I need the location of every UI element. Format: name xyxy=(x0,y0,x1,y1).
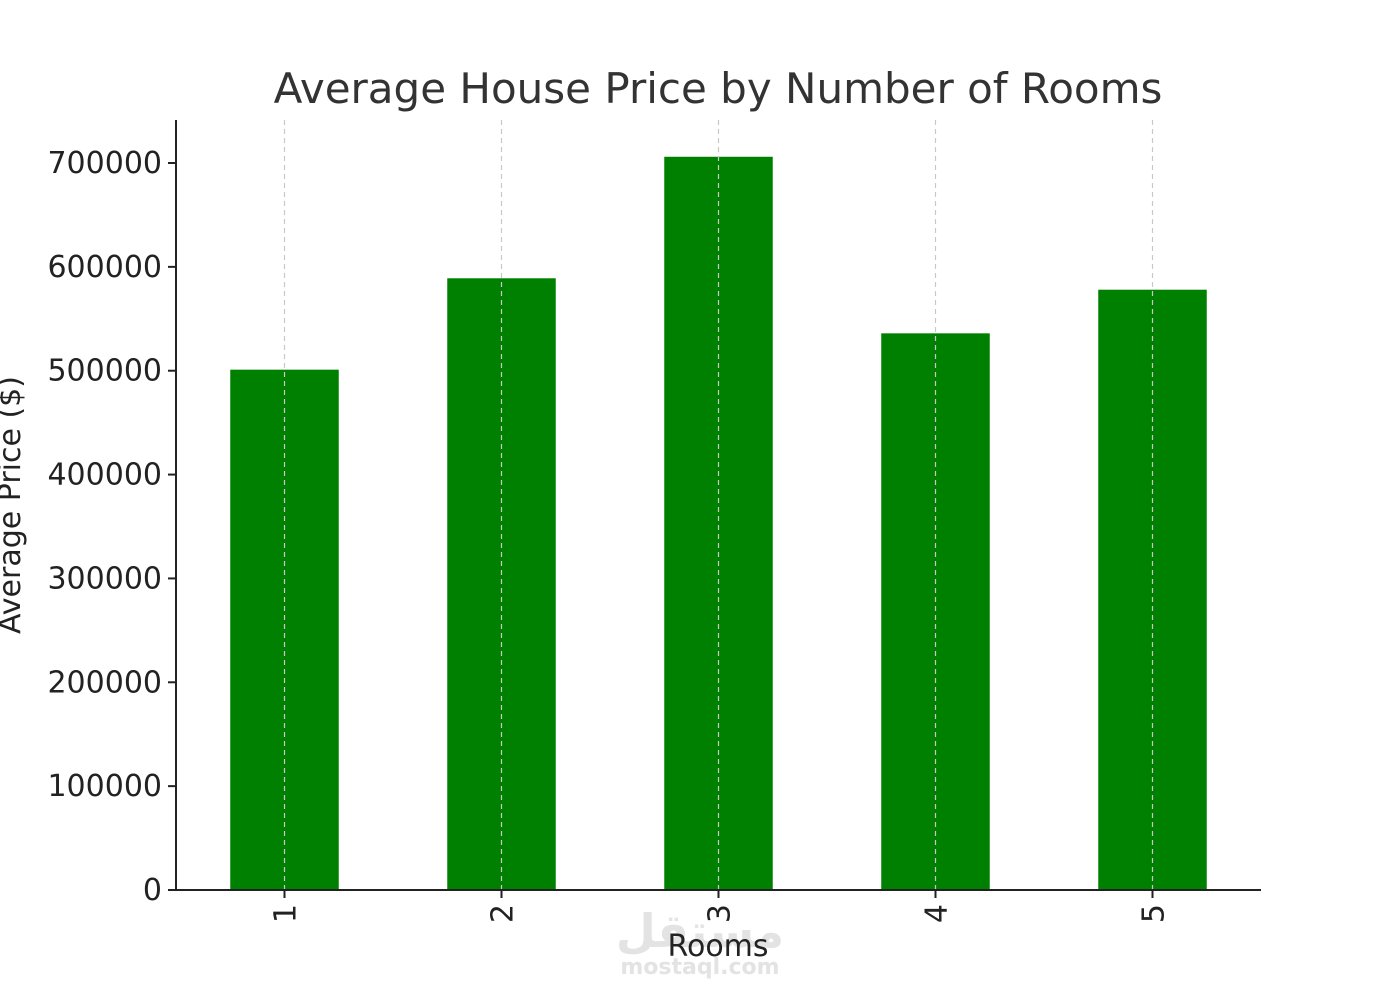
bar-rooms-3 xyxy=(664,156,773,891)
watermark-latin-text: mostaql.com xyxy=(620,955,779,980)
y-tick-label-0: 0 xyxy=(143,873,162,908)
x-tick-label-4: 4 xyxy=(920,904,955,923)
watermark: مستقل mostaql.com xyxy=(616,904,784,980)
y-tick-label-300000: 300000 xyxy=(47,561,162,596)
x-tick-label-3: 3 xyxy=(703,904,738,923)
y-axis-label: Average Price ($) xyxy=(0,376,28,634)
y-tick-label-100000: 100000 xyxy=(47,769,162,804)
x-tick-label-1: 1 xyxy=(269,904,304,923)
y-tick-label-200000: 200000 xyxy=(47,665,162,700)
y-tick-label-400000: 400000 xyxy=(47,458,162,493)
axes xyxy=(168,120,1261,898)
tick-labels: 0 100000 200000 300000 400000 500000 600000 700… xyxy=(47,146,1171,923)
x-tick-label-2: 2 xyxy=(486,904,521,923)
grid-lines xyxy=(283,120,1154,890)
y-tick-label-700000: 700000 xyxy=(47,146,162,181)
x-tick-label-5: 5 xyxy=(1137,904,1172,923)
y-tick-label-600000: 600000 xyxy=(47,250,162,285)
watermark-arabic-text: مستقل xyxy=(616,904,784,958)
chart-title: Average House Price by Number of Rooms xyxy=(274,64,1163,113)
y-tick-label-500000: 500000 xyxy=(47,354,162,389)
x-axis-label: Rooms xyxy=(667,929,768,964)
